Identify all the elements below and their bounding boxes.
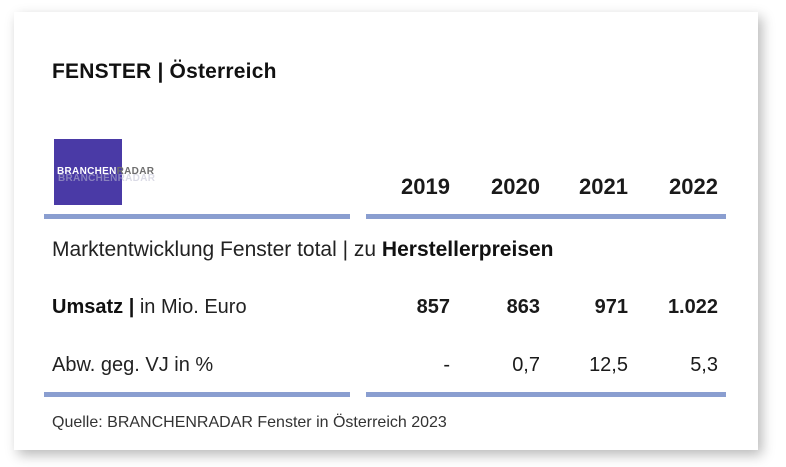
table-cell: 863 bbox=[506, 296, 540, 318]
source-note: Quelle: BRANCHENRADAR Fenster in Österre… bbox=[52, 414, 447, 431]
chart-subtitle: Marktentwicklung Fenster total | zu Hers… bbox=[52, 238, 554, 261]
chart-card: FENSTER | Österreich BRANCHENRADAR BRANC… bbox=[14, 12, 758, 450]
table-cell: - bbox=[443, 354, 450, 376]
table-cell: 971 bbox=[594, 296, 628, 318]
chart-title: FENSTER | Österreich bbox=[52, 60, 277, 83]
column-header-2022: 2022 bbox=[669, 174, 718, 199]
logo-text: BRANCHENRADAR bbox=[57, 166, 155, 177]
row-label-umsatz: Umsatz | in Mio. Euro bbox=[52, 296, 247, 318]
footer-rule-left bbox=[44, 392, 350, 397]
table-cell: 1.022 bbox=[667, 296, 718, 318]
column-header-2021: 2021 bbox=[579, 174, 628, 199]
table-cell: 12,5 bbox=[589, 354, 628, 376]
table-cell: 5,3 bbox=[690, 354, 718, 376]
table-cell: 857 bbox=[416, 296, 450, 318]
column-header-2019: 2019 bbox=[401, 174, 450, 199]
header-rule-left bbox=[44, 214, 350, 219]
footer-rule-right bbox=[366, 392, 726, 397]
row-label-abweichung: Abw. geg. VJ in % bbox=[52, 354, 214, 376]
table-cell: 0,7 bbox=[512, 354, 540, 376]
column-header-2020: 2020 bbox=[491, 174, 540, 199]
header-rule-right bbox=[366, 214, 726, 219]
branchenradar-logo: BRANCHENRADAR BRANCHENRADAR bbox=[54, 139, 155, 205]
logo-ghost-text: BRANCHENRADAR bbox=[58, 173, 156, 184]
